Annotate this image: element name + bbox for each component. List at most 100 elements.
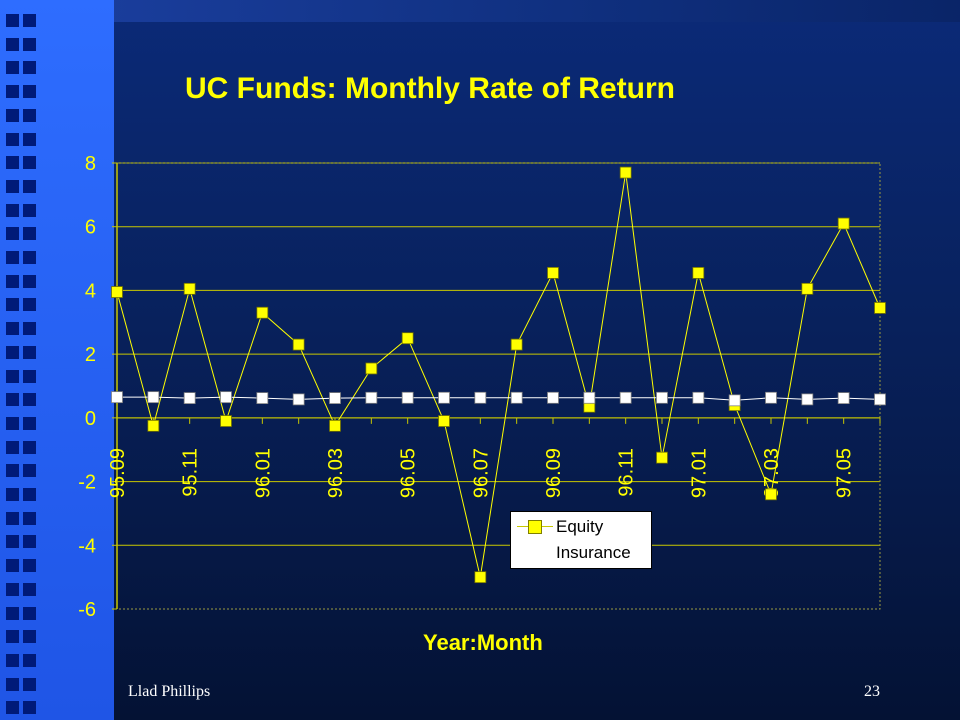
pattern-square xyxy=(23,677,36,691)
pattern-square xyxy=(23,653,36,667)
data-point-insurance xyxy=(728,394,741,407)
x-tick-label: 97.03 xyxy=(761,448,783,498)
pattern-square xyxy=(6,203,19,217)
data-point-insurance xyxy=(401,391,414,404)
pattern-square xyxy=(23,440,36,454)
y-tick-label: 4 xyxy=(85,280,96,302)
pattern-square xyxy=(23,535,36,549)
chart-title: UC Funds: Monthly Rate of Return xyxy=(185,72,675,105)
data-point-insurance xyxy=(147,391,160,404)
data-point-equity xyxy=(365,362,378,375)
y-tick-label: -4 xyxy=(78,535,96,557)
data-point-equity xyxy=(692,267,705,279)
data-point-equity xyxy=(183,282,196,295)
pattern-square xyxy=(23,701,36,715)
data-point-insurance xyxy=(220,391,232,404)
data-point-insurance xyxy=(801,393,814,406)
pattern-square xyxy=(6,535,19,549)
x-tick-label: 97.01 xyxy=(688,448,710,498)
top-decorative-stripe xyxy=(114,0,960,22)
data-point-insurance xyxy=(837,392,850,405)
pattern-square xyxy=(6,369,19,383)
pattern-square xyxy=(6,582,19,596)
data-point-equity xyxy=(619,166,632,179)
pattern-square xyxy=(23,298,36,312)
data-point-equity xyxy=(474,571,487,584)
pattern-square xyxy=(23,606,36,620)
y-tick-label: 8 xyxy=(85,153,96,175)
data-point-equity xyxy=(220,415,232,427)
pattern-square xyxy=(23,582,36,596)
data-point-insurance xyxy=(692,391,705,404)
data-point-equity xyxy=(874,302,886,314)
data-point-insurance xyxy=(547,391,559,404)
data-point-equity xyxy=(547,267,559,279)
pattern-square xyxy=(23,369,36,383)
pattern-square xyxy=(6,416,19,430)
pattern-square xyxy=(6,630,19,644)
x-tick-label: 96.03 xyxy=(325,448,347,498)
y-tick-label: -6 xyxy=(78,599,96,621)
pattern-square xyxy=(23,464,36,478)
pattern-square xyxy=(6,132,19,146)
x-tick-label: 96.11 xyxy=(616,448,638,497)
pattern-square xyxy=(6,440,19,454)
data-point-insurance xyxy=(183,392,196,405)
pattern-square xyxy=(23,37,36,51)
series-line-equity xyxy=(116,172,881,578)
pattern-square xyxy=(23,227,36,241)
pattern-square xyxy=(23,85,36,99)
data-point-insurance xyxy=(583,391,596,404)
pattern-square xyxy=(23,630,36,644)
data-point-equity xyxy=(837,217,850,230)
data-point-insurance xyxy=(111,391,123,404)
pattern-square xyxy=(6,108,19,122)
x-tick-label: 96.09 xyxy=(543,448,565,498)
pattern-square xyxy=(6,298,19,312)
pattern-square xyxy=(6,251,19,264)
pattern-square xyxy=(6,653,19,667)
pattern-square xyxy=(6,274,19,288)
pattern-square xyxy=(6,606,19,620)
data-point-insurance xyxy=(292,393,305,406)
left-square-pattern xyxy=(0,0,40,720)
data-point-insurance xyxy=(474,391,487,404)
x-tick-label: 96.01 xyxy=(252,448,274,498)
pattern-square xyxy=(6,14,19,27)
pattern-square xyxy=(6,322,19,336)
data-point-insurance xyxy=(874,393,886,406)
pattern-square xyxy=(23,156,36,170)
data-point-insurance xyxy=(619,391,632,404)
data-point-insurance xyxy=(438,391,450,404)
data-point-equity xyxy=(292,338,305,351)
pattern-square xyxy=(6,677,19,691)
left-decorative-band xyxy=(0,0,114,720)
data-point-equity xyxy=(401,332,414,345)
pattern-square xyxy=(23,393,36,407)
pattern-square xyxy=(23,179,36,193)
y-tick-label: -2 xyxy=(78,472,96,494)
pattern-square xyxy=(23,203,36,217)
data-point-equity xyxy=(510,338,523,351)
pattern-square xyxy=(6,464,19,478)
x-tick-label: 96.05 xyxy=(398,448,420,498)
data-point-insurance xyxy=(765,391,777,404)
data-point-insurance xyxy=(510,391,523,404)
x-tick-label: 97.05 xyxy=(834,448,856,498)
chart-legend: Equity Insurance xyxy=(510,511,652,569)
pattern-square xyxy=(23,132,36,146)
data-point-insurance xyxy=(329,392,341,405)
data-point-equity xyxy=(801,282,814,295)
legend-marker-equity xyxy=(528,520,542,534)
pattern-square xyxy=(6,488,19,501)
data-point-insurance xyxy=(256,392,269,405)
legend-item-insurance: Insurance xyxy=(511,541,651,565)
data-point-insurance xyxy=(656,391,668,404)
pattern-square xyxy=(6,37,19,51)
pattern-square xyxy=(23,488,36,501)
pattern-square xyxy=(6,156,19,170)
x-tick-label: 95.09 xyxy=(107,448,129,498)
pattern-square xyxy=(6,701,19,715)
pattern-square xyxy=(6,179,19,193)
